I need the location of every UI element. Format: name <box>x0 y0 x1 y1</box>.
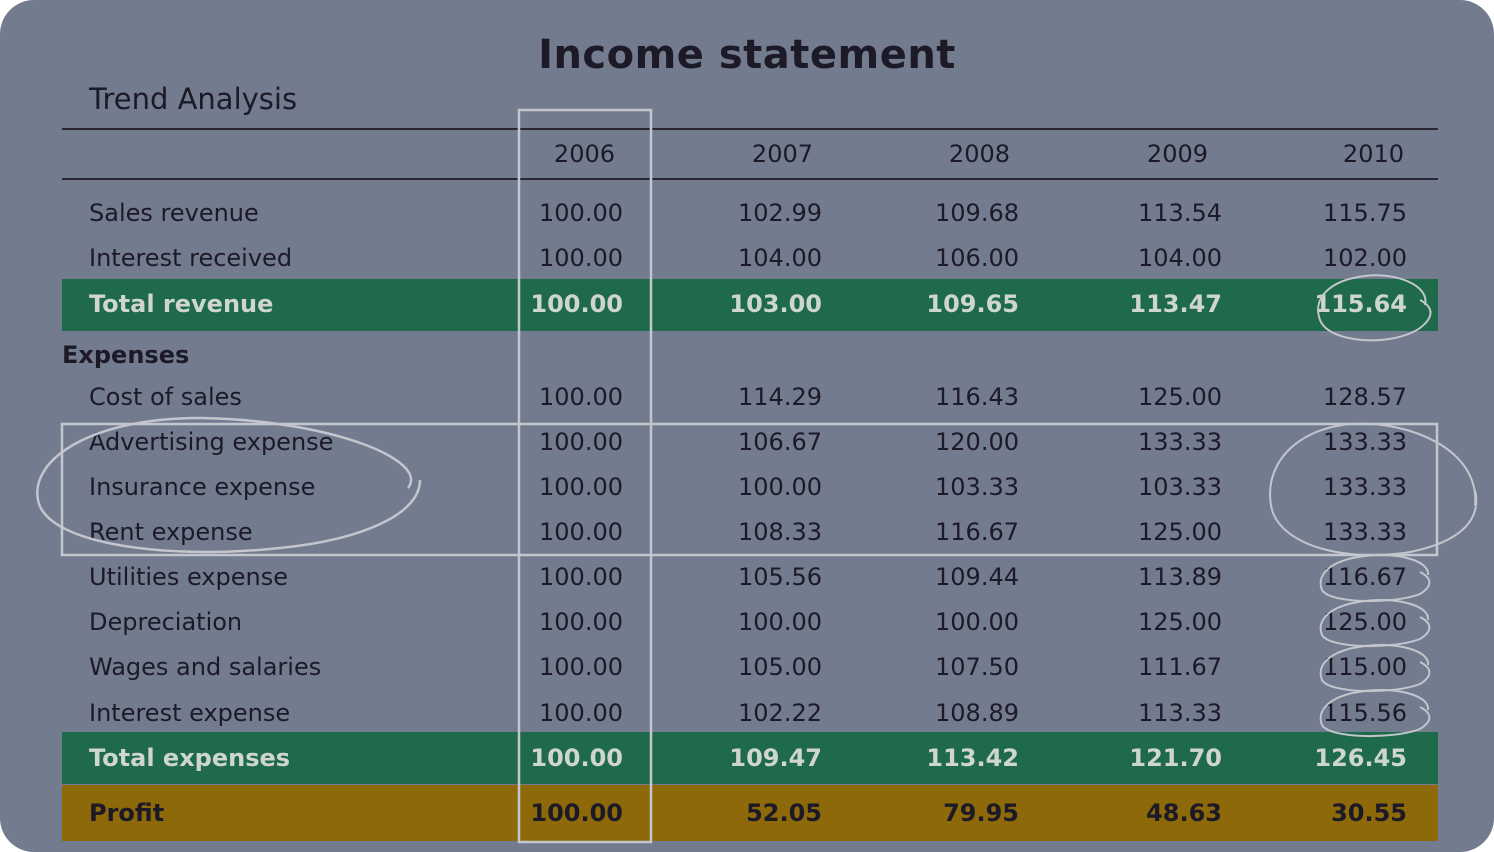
year-header-2008: 2008 <box>948 140 1010 168</box>
total-expenses-band <box>62 732 1438 784</box>
row-value-2008: 103.33 <box>935 473 1019 501</box>
total-revenue-band <box>62 279 1438 331</box>
row-label: Cost of sales <box>89 383 242 411</box>
row-value-2007: 105.00 <box>738 653 822 681</box>
row-label: Interest expense <box>89 699 291 727</box>
row-value-2008: 113.42 <box>926 744 1019 772</box>
row-value-2008: 109.65 <box>926 290 1019 318</box>
row-value-2010: 115.75 <box>1323 199 1407 227</box>
row-label: Utilities expense <box>89 563 288 591</box>
row-label: Sales revenue <box>89 199 259 227</box>
row-label: Total expenses <box>89 744 291 772</box>
row-value-2008: 116.67 <box>935 518 1019 546</box>
row-value-2009: 125.00 <box>1138 518 1222 546</box>
row-value-2007: 103.00 <box>729 290 822 318</box>
row-value-2009: 104.00 <box>1138 244 1222 272</box>
row-value-2008: 108.89 <box>935 699 1019 727</box>
row-label: Expenses <box>62 341 190 369</box>
row-value-2007: 102.22 <box>738 699 822 727</box>
row-value-2008: 116.43 <box>935 383 1019 411</box>
row-value-2008: 120.00 <box>935 428 1019 456</box>
row-value-2006: 100.00 <box>539 244 623 272</box>
row-value-2010: 116.67 <box>1323 563 1407 591</box>
row-value-2007: 100.00 <box>738 473 822 501</box>
row-value-2007: 52.05 <box>746 799 822 827</box>
row-label: Profit <box>89 799 165 827</box>
row-value-2009: 111.67 <box>1138 653 1222 681</box>
row-value-2009: 125.00 <box>1138 608 1222 636</box>
row-label: Interest received <box>89 244 293 272</box>
row-value-2008: 107.50 <box>935 653 1019 681</box>
row-value-2006: 100.00 <box>539 653 623 681</box>
row-value-2010: 133.33 <box>1323 473 1407 501</box>
row-value-2010: 128.57 <box>1323 383 1407 411</box>
year-header-2010: 2010 <box>1342 140 1404 168</box>
row-value-2006: 100.00 <box>530 744 623 772</box>
header-top-rule <box>62 128 1438 130</box>
row-label: Rent expense <box>89 518 253 546</box>
row-value-2007: 106.67 <box>738 428 822 456</box>
row-value-2008: 106.00 <box>935 244 1019 272</box>
row-value-2007: 105.56 <box>738 563 822 591</box>
row-label: Advertising expense <box>89 428 334 456</box>
header-bottom-rule <box>62 178 1438 180</box>
row-value-2009: 113.89 <box>1138 563 1222 591</box>
year-header-2006: 2006 <box>553 140 615 168</box>
row-value-2008: 109.44 <box>935 563 1019 591</box>
row-value-2006: 100.00 <box>539 518 623 546</box>
row-value-2006: 100.00 <box>539 473 623 501</box>
row-label: Depreciation <box>89 608 243 636</box>
row-value-2006: 100.00 <box>539 383 623 411</box>
row-value-2007: 104.00 <box>738 244 822 272</box>
row-value-2009: 133.33 <box>1138 428 1222 456</box>
row-value-2008: 100.00 <box>935 608 1019 636</box>
row-value-2006: 100.00 <box>539 428 623 456</box>
row-value-2007: 100.00 <box>738 608 822 636</box>
row-value-2010: 125.00 <box>1323 608 1407 636</box>
row-value-2006: 100.00 <box>530 799 623 827</box>
row-value-2006: 100.00 <box>539 199 623 227</box>
row-value-2010: 115.56 <box>1323 699 1407 727</box>
row-value-2007: 102.99 <box>738 199 822 227</box>
row-value-2009: 121.70 <box>1129 744 1222 772</box>
row-value-2010: 126.45 <box>1314 744 1407 772</box>
table-subtitle: Trend Analysis <box>89 82 298 116</box>
row-value-2007: 109.47 <box>729 744 822 772</box>
row-value-2006: 100.00 <box>530 290 623 318</box>
row-label: Insurance expense <box>89 473 316 501</box>
row-value-2006: 100.00 <box>539 563 623 591</box>
row-value-2008: 79.95 <box>943 799 1019 827</box>
row-value-2009: 113.54 <box>1138 199 1222 227</box>
row-value-2009: 113.47 <box>1129 290 1222 318</box>
row-value-2010: 133.33 <box>1323 518 1407 546</box>
profit-band <box>62 785 1438 841</box>
row-value-2010: 133.33 <box>1323 428 1407 456</box>
row-value-2009: 48.63 <box>1146 799 1222 827</box>
row-value-2010: 102.00 <box>1323 244 1407 272</box>
row-value-2010: 30.55 <box>1331 799 1407 827</box>
row-value-2009: 103.33 <box>1138 473 1222 501</box>
row-value-2007: 108.33 <box>738 518 822 546</box>
row-value-2006: 100.00 <box>539 699 623 727</box>
row-value-2006: 100.00 <box>539 608 623 636</box>
row-value-2008: 109.68 <box>935 199 1019 227</box>
year-header-2007: 2007 <box>751 140 813 168</box>
row-value-2009: 125.00 <box>1138 383 1222 411</box>
row-label: Total revenue <box>89 290 274 318</box>
row-value-2010: 115.00 <box>1323 653 1407 681</box>
row-label: Wages and salaries <box>89 653 322 681</box>
row-value-2007: 114.29 <box>738 383 822 411</box>
row-value-2009: 113.33 <box>1138 699 1222 727</box>
page-title: Income statement <box>538 32 956 78</box>
year-header-2009: 2009 <box>1146 140 1208 168</box>
row-value-2010: 115.64 <box>1314 290 1407 318</box>
